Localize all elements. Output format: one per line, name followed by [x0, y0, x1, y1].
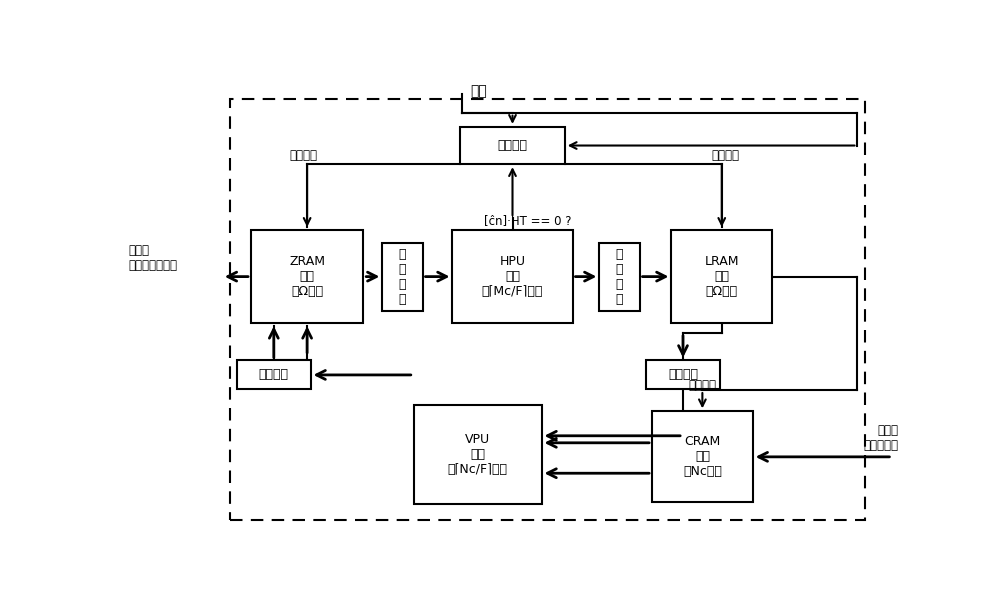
Text: VPU
阵列
（⌈Nc/F⌉个）: VPU 阵列 （⌈Nc/F⌉个） [448, 433, 508, 476]
Text: 读
出
复
接: 读 出 复 接 [399, 247, 406, 306]
Text: 写
入
复
接: 写 入 复 接 [616, 247, 623, 306]
Bar [237, 361, 311, 390]
Text: HPU
阵列
（⌈Mc/F⌉个）: HPU 阵列 （⌈Mc/F⌉个） [482, 255, 543, 298]
Text: 读出复接: 读出复接 [668, 368, 698, 381]
Bar [652, 411, 753, 502]
Bar [599, 243, 640, 311]
Bar [251, 230, 363, 323]
Text: 写入复接: 写入复接 [259, 368, 289, 381]
Text: 控制信号: 控制信号 [688, 379, 716, 393]
Bar [646, 361, 720, 390]
Bar [230, 98, 865, 520]
Text: 控制信号: 控制信号 [712, 149, 740, 162]
Bar [414, 406, 542, 503]
Text: CRAM
阵列
（Nc块）: CRAM 阵列 （Nc块） [683, 435, 722, 478]
Text: ZRAM
阵列
（Ω块）: ZRAM 阵列 （Ω块） [289, 255, 325, 298]
Text: [ĉn]·HT == 0 ?: [ĉn]·HT == 0 ? [484, 215, 572, 227]
Text: 控制信号: 控制信号 [289, 149, 317, 162]
Text: 输入：
接收软信息: 输入： 接收软信息 [863, 424, 898, 452]
Bar [671, 230, 772, 323]
Bar [452, 230, 573, 323]
Text: LRAM
阵列
（Ω块）: LRAM 阵列 （Ω块） [704, 255, 739, 298]
Bar [460, 127, 565, 164]
Text: 时钟: 时钟 [470, 85, 487, 98]
Text: 控制单元: 控制单元 [498, 139, 528, 152]
Bar [382, 243, 423, 311]
Text: 输出：
译码结果码字：: 输出： 译码结果码字： [129, 244, 178, 272]
